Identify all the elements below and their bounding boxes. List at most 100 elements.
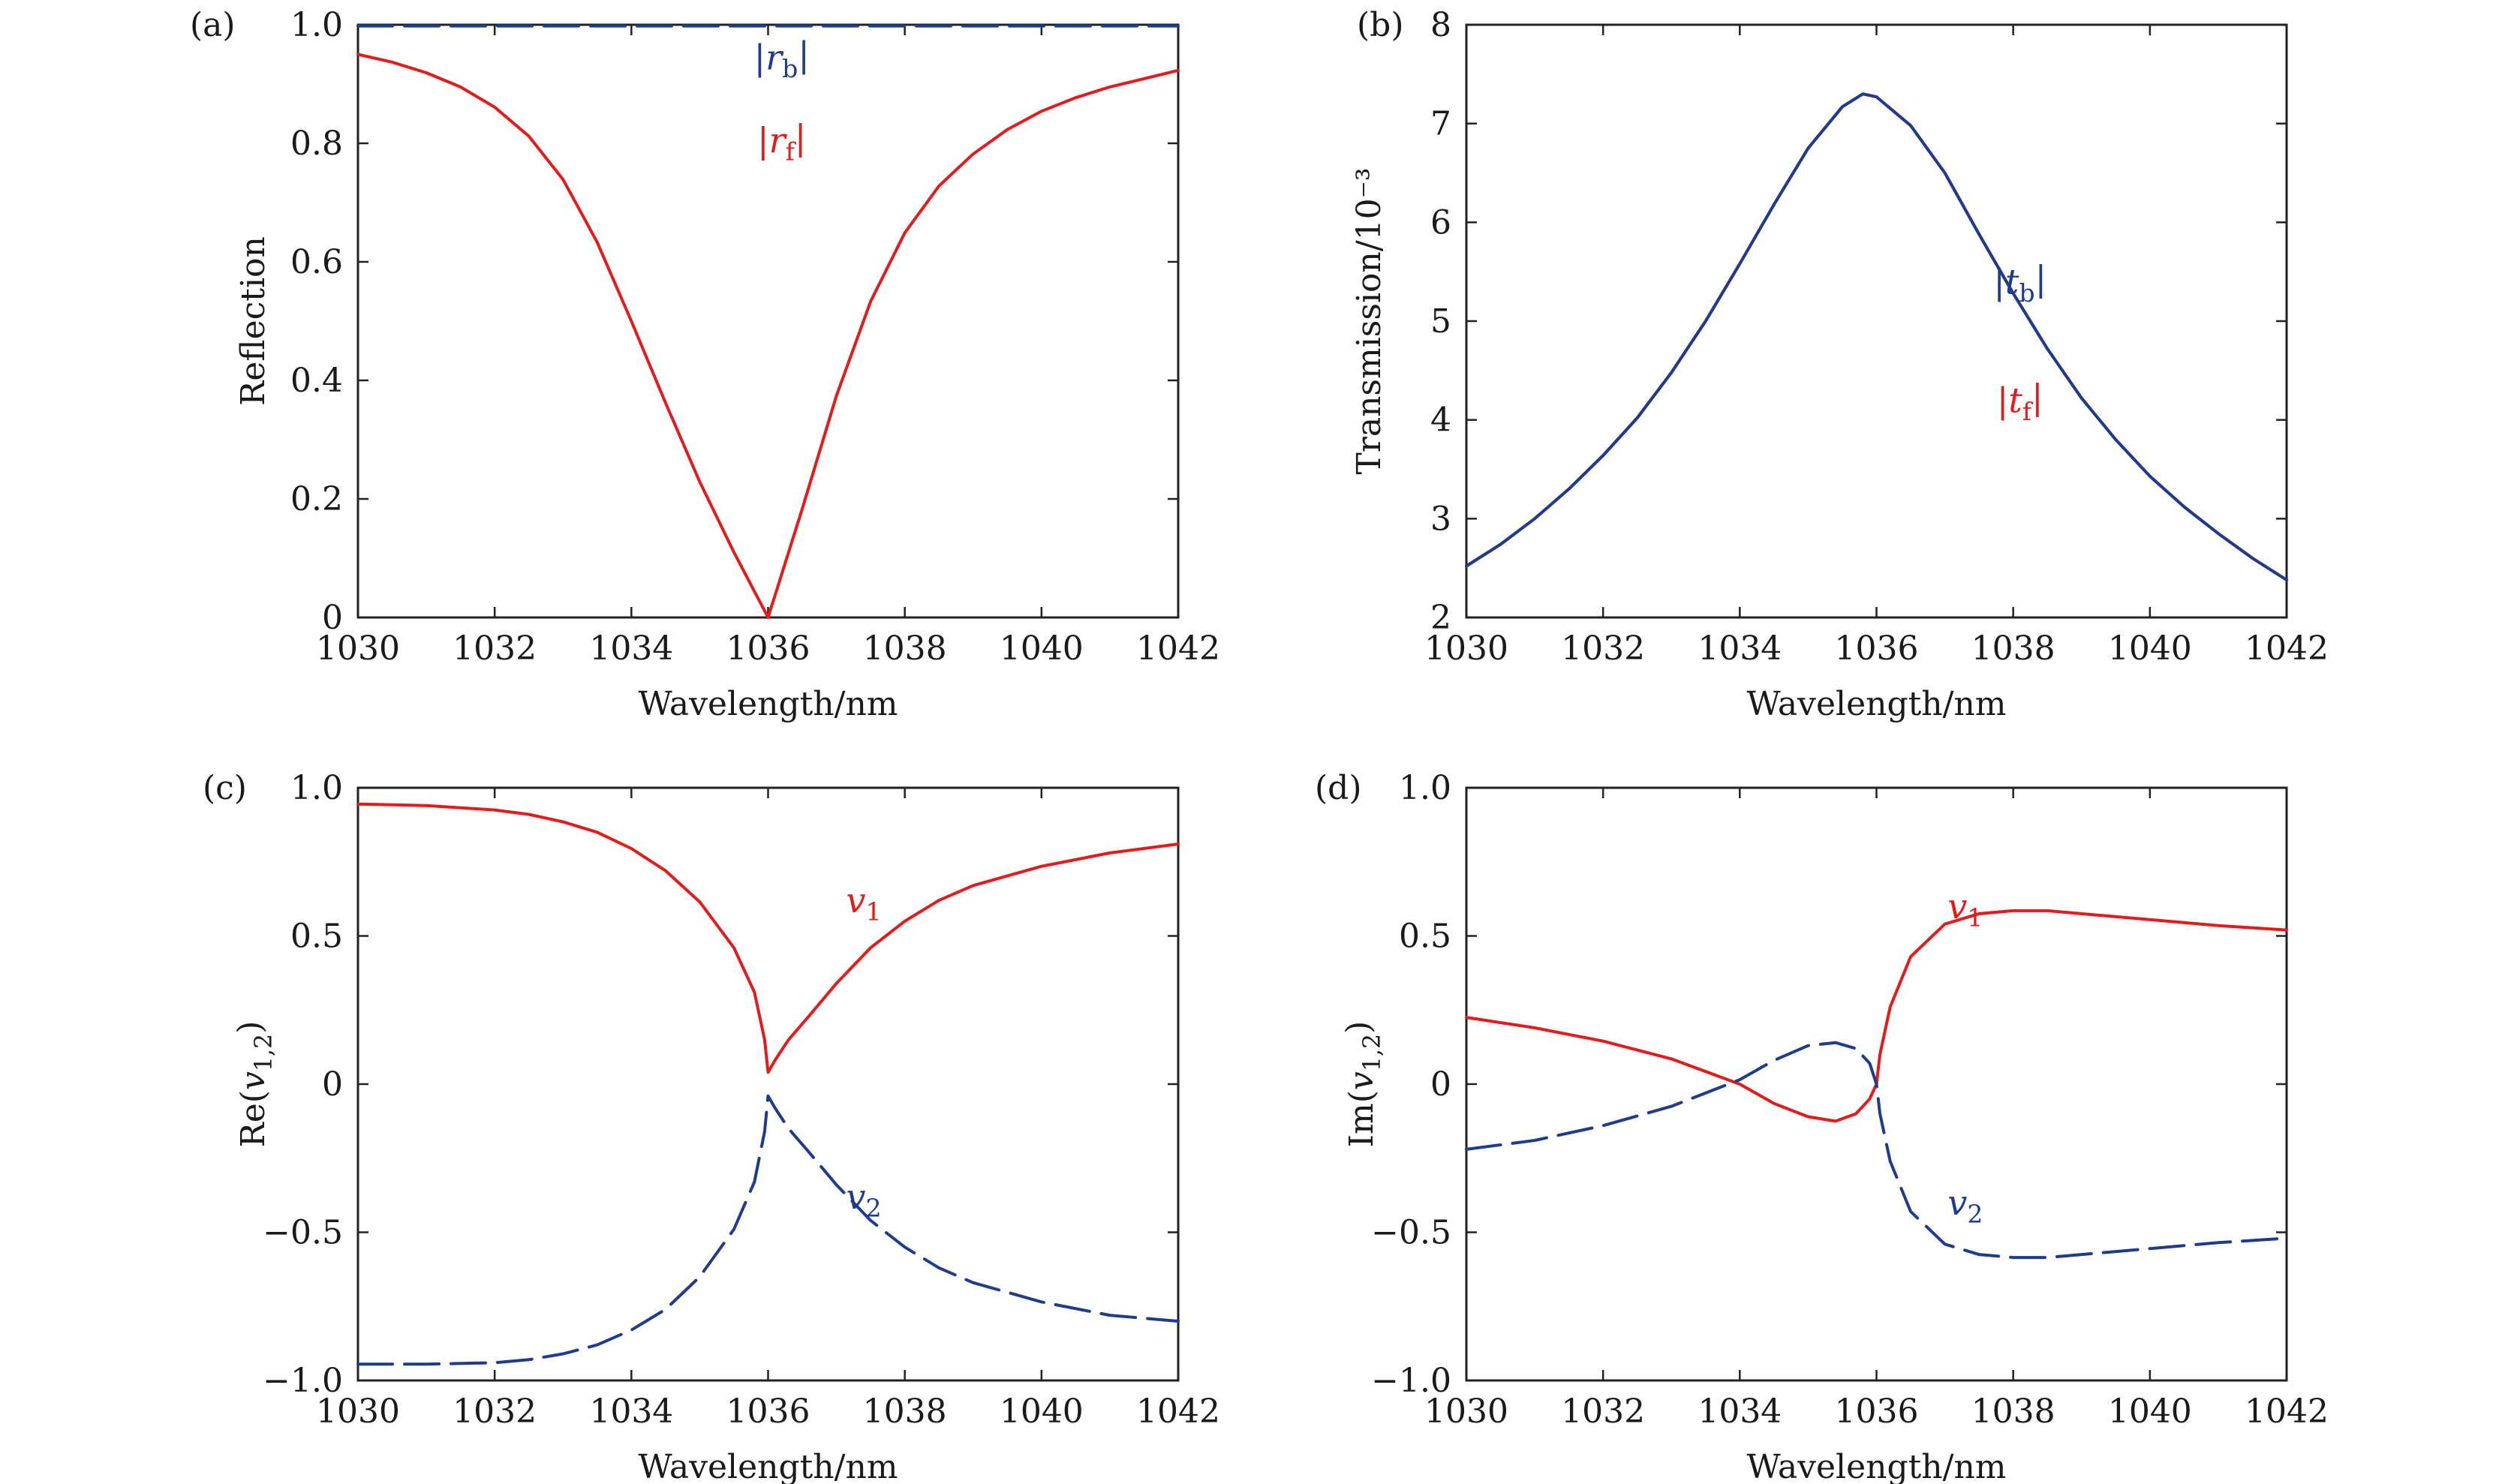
x-tick-label: 1032 <box>1561 629 1645 668</box>
x-tick-label: 1036 <box>726 629 810 668</box>
y-tick-label: 0 <box>322 599 343 637</box>
x-axis-label: Wavelength/nm <box>1746 685 2006 723</box>
x-tick-label: 1034 <box>589 1392 673 1431</box>
series-label: v2 <box>846 1176 881 1223</box>
series-label-sub: f <box>2022 397 2034 426</box>
y-tick-label: 3 <box>1430 500 1451 538</box>
x-tick-label: 1032 <box>453 1392 537 1431</box>
x-tick-label: 1036 <box>726 1392 810 1431</box>
series-label-post: | <box>2031 377 2043 417</box>
x-tick-label: 1034 <box>1698 629 1782 668</box>
series-label-pre: | <box>1993 261 2005 302</box>
y-tick-label: 5 <box>1430 302 1451 341</box>
series-label-sub: b <box>782 54 798 83</box>
series-line-v2 <box>356 1094 1180 1366</box>
y-tick-label: −1.0 <box>263 1362 343 1400</box>
series-label-sub: 2 <box>1967 1200 1983 1229</box>
y-tick-label: 4 <box>1430 401 1451 440</box>
y-axis-label-main: v <box>234 1071 272 1090</box>
panel-label: (a) <box>190 6 236 44</box>
series-label: v1 <box>846 880 881 927</box>
y-axis-label-pre: Im( <box>1343 1090 1381 1147</box>
x-axis-label: Wavelength/nm <box>638 1448 898 1484</box>
series-label-main: t <box>2008 380 2022 420</box>
x-tick-label: 1042 <box>2245 1392 2329 1431</box>
panel-d: 1030 1032 1034 1036 1038 1040 1042 −1.0 −0.5 0 0.5… <box>1315 769 2329 1484</box>
series-label-sub: b <box>2019 278 2034 308</box>
series-line-v2 <box>1465 1041 2288 1260</box>
x-tick-label: 1030 <box>316 629 400 668</box>
y-tick-label: 1.0 <box>290 6 343 44</box>
series-label-sub: f <box>786 137 797 167</box>
y-axis-label: Transmission/10⁻³ <box>1350 167 1388 474</box>
y-tick-label: −0.5 <box>263 1214 343 1252</box>
x-tick-label: 1036 <box>1835 629 1919 668</box>
series-label-post: | <box>2035 258 2047 299</box>
y-axis-label-group: Transmission/10⁻³ <box>1350 167 1388 474</box>
series-label-sub: 1 <box>865 897 881 927</box>
y-axis-label-group: Reflection <box>234 236 272 406</box>
series-label-main: r <box>769 120 788 161</box>
y-axis-label: Re(v1,2) <box>231 1021 278 1148</box>
y-tick-label: 0.5 <box>1399 918 1451 956</box>
x-tick-label: 1042 <box>1136 1392 1220 1431</box>
series-label-main: v <box>1947 1182 1967 1223</box>
x-tick-label: 1042 <box>2245 629 2329 668</box>
y-axis-label-post: ) <box>231 1021 269 1034</box>
series-label: v2 <box>1947 1182 1983 1229</box>
y-axis-label-main: v <box>1343 1071 1381 1090</box>
y-axis-label-group: Im(v1,2) <box>1340 1021 1386 1148</box>
y-axis-label-sub: 1,2 <box>251 1034 278 1071</box>
x-axis-label: Wavelength/nm <box>1746 1448 2006 1484</box>
x-tick-label: 1038 <box>863 1392 947 1431</box>
series-label-post: | <box>795 117 807 158</box>
panel-a: 1030 1032 1034 1036 1038 1040 1042 0 0.2 0.4 0.6 0.… <box>190 6 1220 723</box>
series-label: |rf| <box>757 117 806 167</box>
y-tick-label: 1.0 <box>290 769 343 807</box>
y-tick-label: 8 <box>1430 6 1451 44</box>
plot-frame <box>356 23 1180 619</box>
series-label-main: v <box>846 1176 865 1217</box>
y-tick-label: −0.5 <box>1371 1214 1451 1252</box>
panel-label: (c) <box>203 769 247 807</box>
series-label-pre: | <box>754 37 766 77</box>
x-tick-label: 1038 <box>863 629 947 668</box>
x-tick-label: 1040 <box>2108 629 2192 668</box>
series-label-pre: | <box>1997 380 2009 420</box>
x-tick-label: 1038 <box>1971 629 2055 668</box>
y-tick-label: 0.8 <box>290 125 343 163</box>
y-axis-label-sub: 1,2 <box>1359 1034 1386 1071</box>
y-axis-label: Reflection <box>234 236 272 406</box>
series-label: |tf| <box>1997 377 2043 426</box>
series-label-post: | <box>798 34 810 74</box>
series-label: |rb| <box>754 34 810 83</box>
x-tick-label: 1034 <box>589 629 673 668</box>
series-label-main: v <box>1947 886 1967 927</box>
y-tick-label: 7 <box>1430 105 1451 143</box>
y-tick-label: 0.5 <box>290 918 343 956</box>
y-tick-label: −1.0 <box>1371 1362 1451 1400</box>
series-label-sub: 2 <box>865 1194 881 1223</box>
y-axis-label: Im(v1,2) <box>1340 1021 1386 1148</box>
series-label-main: r <box>765 37 784 77</box>
series-line-v1 <box>1465 909 2288 1123</box>
series-line-tf <box>1465 92 2288 581</box>
y-tick-label: 0 <box>1430 1065 1451 1104</box>
series-line-tb <box>1465 92 2288 581</box>
series-line-v1 <box>356 802 1180 1074</box>
y-axis-label-post: ) <box>1340 1021 1378 1034</box>
y-axis-label-pre: Re( <box>234 1090 272 1147</box>
y-tick-label: 0.6 <box>290 243 343 281</box>
panel-b: 1030 1032 1034 1036 1038 1040 1042 2 3 4 5 6 7 8 Wavel… <box>1350 6 2329 723</box>
y-tick-label: 0 <box>322 1065 343 1104</box>
y-tick-label: 2 <box>1430 599 1451 637</box>
series-label-pre: | <box>757 120 769 161</box>
x-tick-label: 1040 <box>2108 1392 2192 1431</box>
x-axis-label: Wavelength/nm <box>638 685 898 723</box>
x-tick-label: 1040 <box>1000 1392 1084 1431</box>
x-tick-label: 1032 <box>1561 1392 1645 1431</box>
series-label: |tb| <box>1993 258 2046 308</box>
plot-frame <box>1465 23 2288 619</box>
x-tick-label: 1030 <box>1424 1392 1508 1431</box>
x-tick-label: 1040 <box>1000 629 1084 668</box>
